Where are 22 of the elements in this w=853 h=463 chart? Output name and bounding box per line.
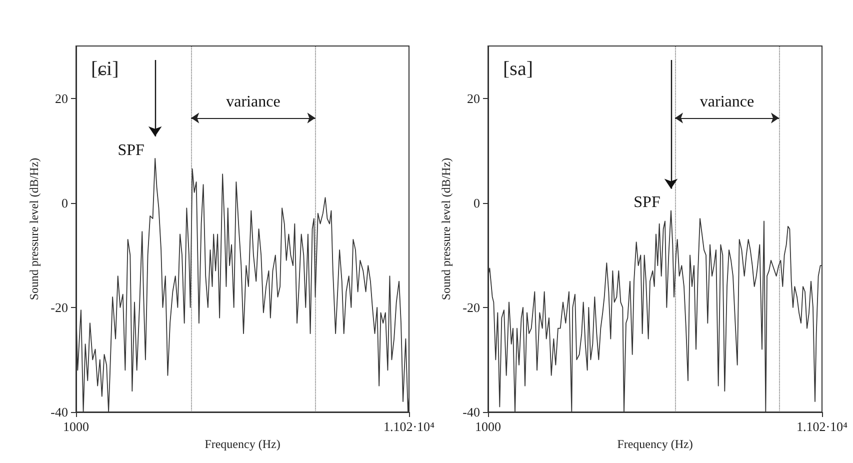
text: [sa]	[503, 58, 533, 80]
y-tick-label: -40	[50, 404, 68, 420]
annotation: SPF	[118, 142, 145, 159]
y-tick-label: -20	[50, 300, 68, 315]
x-tick-label: 1.102·10⁴	[383, 419, 436, 434]
x-axis-title: Frequency (Hz)	[204, 437, 280, 451]
y-tick-label: 20	[55, 90, 68, 106]
y-tick-label: -20	[462, 300, 480, 315]
annotation: variance	[700, 94, 754, 110]
y-tick-label: -40	[462, 404, 480, 420]
y-tick-label: 0	[474, 195, 480, 210]
y-axis-title: Sound pressure level (dB/Hz)	[26, 158, 41, 300]
text: [ɕi]	[91, 58, 119, 80]
x-tick-label: 1000	[475, 419, 501, 434]
x-tick-label: 1.102·10⁴	[796, 419, 848, 434]
x-tick-label: 1000	[63, 419, 89, 434]
annotation: variance	[226, 94, 280, 110]
y-axis-title: Sound pressure level (dB/Hz)	[438, 158, 453, 300]
annotation: SPF	[634, 194, 660, 212]
x-axis-title: Frequency (Hz)	[617, 437, 693, 451]
y-tick-label: 0	[62, 195, 68, 210]
y-tick-label: 20	[467, 90, 480, 106]
